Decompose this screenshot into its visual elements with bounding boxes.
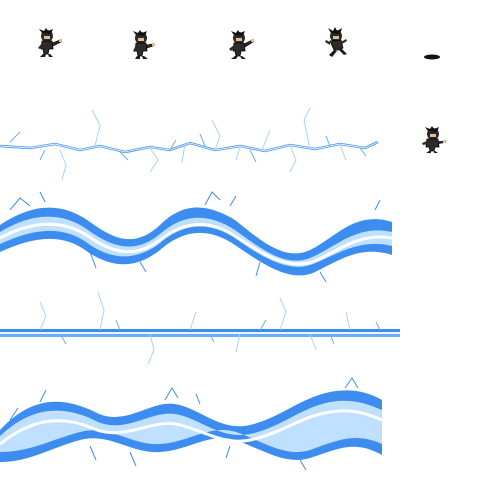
- ninja-frame-4: [325, 27, 347, 57]
- ninja-frame-6: [422, 126, 446, 153]
- lightning-strip-wave-1: [0, 191, 393, 283]
- ninja-frame-5: [424, 54, 440, 60]
- ninja-frame-1: [38, 28, 62, 57]
- lightning-strip-beam: [0, 291, 400, 365]
- ninja-frame-2: [133, 30, 155, 59]
- lightning-strip-thin: [0, 107, 379, 181]
- ninja-frame-3: [229, 30, 254, 59]
- lightning-strip-wave-2: [0, 377, 383, 471]
